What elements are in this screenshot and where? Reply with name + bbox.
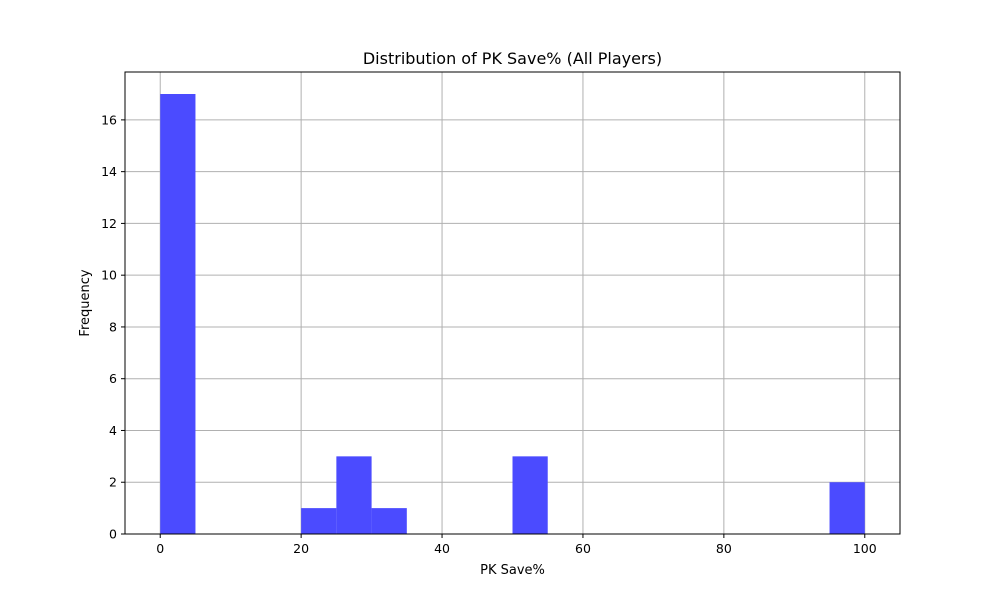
y-tick-label: 8 — [109, 319, 117, 334]
y-tick-label: 12 — [101, 216, 117, 231]
x-tick-label: 80 — [716, 541, 732, 556]
y-axis-label: Frequency — [78, 269, 93, 336]
grid-lines — [125, 72, 900, 535]
x-tick-label: 20 — [293, 541, 309, 556]
histogram-bars — [160, 94, 865, 534]
y-tick-label: 16 — [101, 112, 117, 127]
y-tick-label: 10 — [101, 268, 117, 283]
histogram-bar — [160, 94, 196, 534]
x-axis-label: PK Save% — [480, 563, 545, 578]
y-tick-label: 2 — [109, 475, 117, 490]
histogram-bar — [829, 482, 865, 534]
histogram-bar — [371, 508, 407, 534]
histogram-bar — [301, 508, 337, 534]
histogram-bar — [336, 456, 372, 534]
x-tick-label: 60 — [575, 541, 591, 556]
y-tick-label: 6 — [109, 371, 117, 386]
chart-title: Distribution of PK Save% (All Players) — [363, 49, 662, 68]
y-tick-label: 14 — [101, 164, 117, 179]
axis-ticks: 0 20 40 60 80 100 0 2 4 6 8 10 12 14 16 — [101, 112, 877, 556]
y-tick-label: 4 — [109, 423, 117, 438]
x-tick-label: 100 — [853, 541, 877, 556]
x-tick-label: 40 — [434, 541, 450, 556]
y-tick-label: 0 — [109, 527, 117, 542]
x-tick-label: 0 — [156, 541, 164, 556]
plot-area-frame — [124, 71, 901, 535]
histogram-bar — [512, 456, 548, 534]
